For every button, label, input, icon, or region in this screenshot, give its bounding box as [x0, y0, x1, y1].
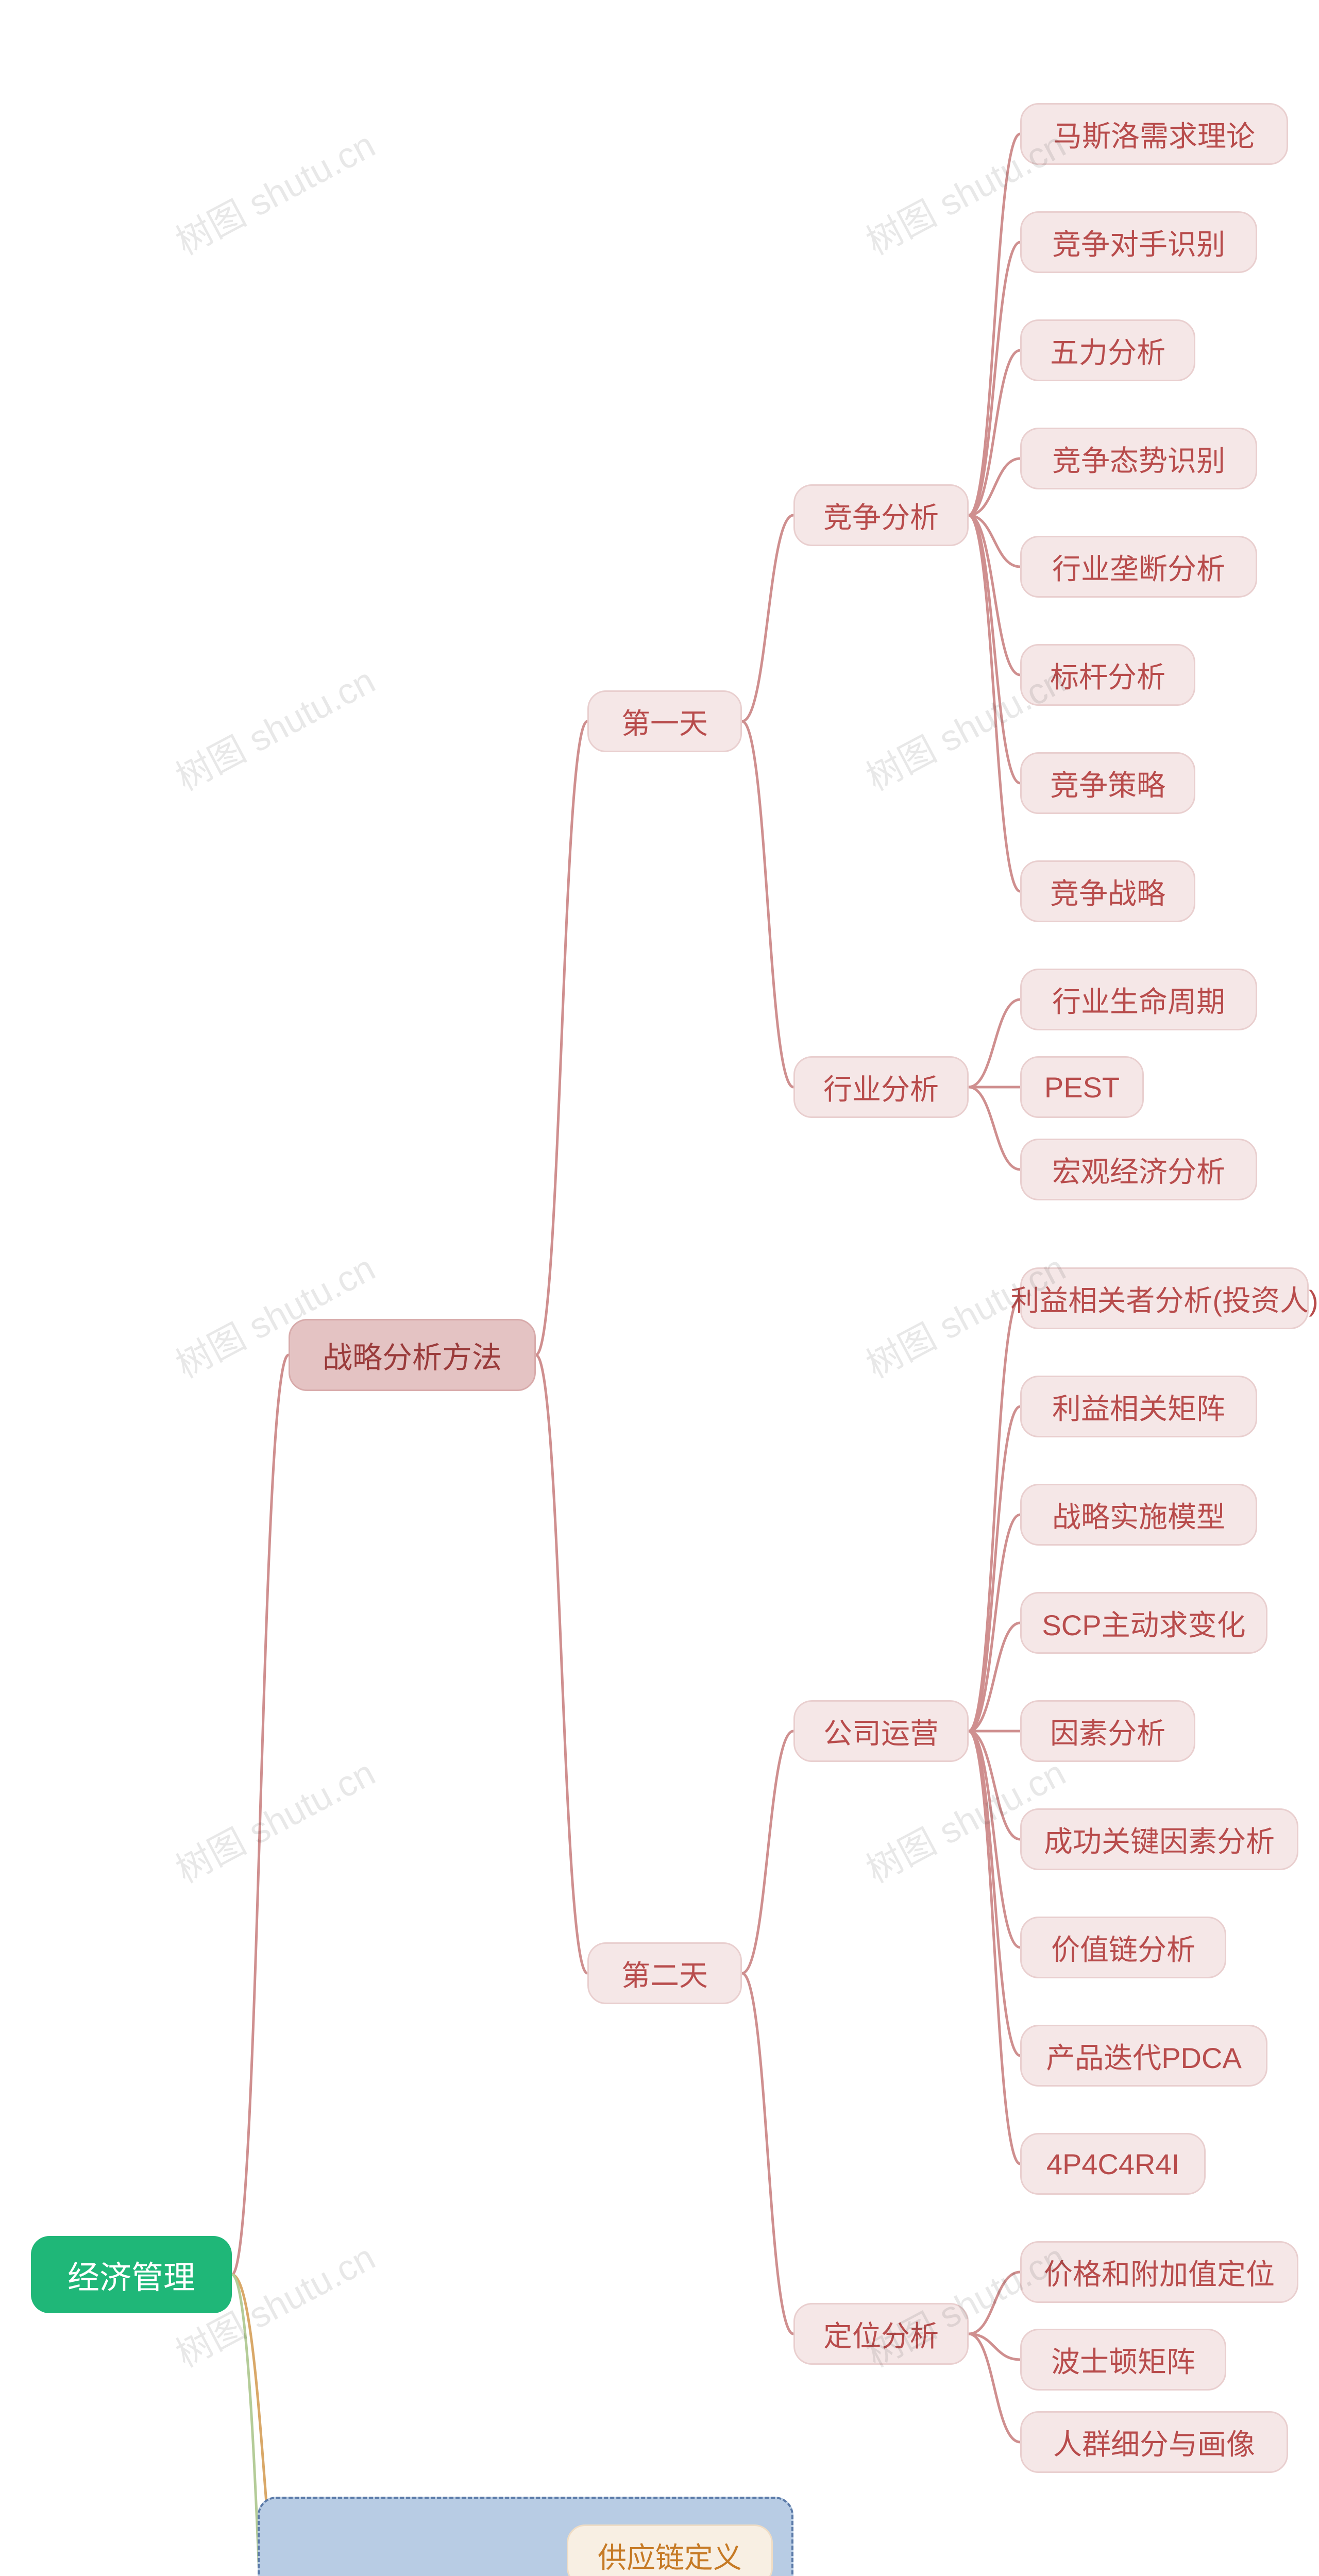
node-c1[interactable]: 马斯洛需求理论	[1020, 103, 1288, 165]
node-label: 宏观经济分析	[1052, 1149, 1225, 1191]
edge-ops-o1	[969, 1298, 1020, 1731]
node-label: 第二天	[621, 1953, 708, 1994]
watermark: 树图 shutu.cn	[165, 1744, 383, 1893]
node-label: 行业分析	[823, 1066, 939, 1108]
edge-day2-ops	[742, 1731, 793, 1973]
node-root[interactable]: 经济管理	[31, 2236, 232, 2313]
node-day1[interactable]: 第一天	[587, 690, 742, 752]
edge-compete-c2	[969, 242, 1020, 515]
edge-compete-c4	[969, 459, 1020, 515]
edge-compete-c6	[969, 515, 1020, 675]
node-label: 五力分析	[1050, 330, 1165, 371]
node-o7[interactable]: 价值链分析	[1020, 1917, 1226, 1978]
node-label: 供应链定义	[598, 2535, 742, 2576]
node-day2[interactable]: 第二天	[587, 1942, 742, 2004]
node-compete[interactable]: 竞争分析	[793, 484, 969, 546]
node-label: 竞争策略	[1050, 762, 1165, 804]
edge-position-p3	[969, 2334, 1020, 2442]
node-label: 产品迭代PDCA	[1046, 2035, 1242, 2077]
node-strategy[interactable]: 战略分析方法	[289, 1319, 536, 1391]
node-p1[interactable]: 价格和附加值定位	[1020, 2241, 1298, 2303]
node-o8[interactable]: 产品迭代PDCA	[1020, 2025, 1267, 2087]
node-label: 波士顿矩阵	[1051, 2339, 1195, 2381]
edge-ops-o2	[969, 1406, 1020, 1731]
node-label: 定位分析	[823, 2313, 939, 2355]
edge-ops-o8	[969, 1731, 1020, 2056]
node-c3[interactable]: 五力分析	[1020, 319, 1195, 381]
node-label: PEST	[1044, 1071, 1120, 1104]
node-s1[interactable]: 供应链定义	[567, 2524, 773, 2576]
edge-day2-position	[742, 1973, 793, 2334]
node-label: 行业垄断分析	[1052, 546, 1225, 588]
node-label: 战略实施模型	[1052, 1494, 1225, 1536]
edge-day1-compete	[742, 515, 793, 721]
node-label: 公司运营	[823, 1710, 939, 1752]
edge-industry-i3	[969, 1087, 1020, 1170]
node-i1[interactable]: 行业生命周期	[1020, 969, 1257, 1030]
node-c7[interactable]: 竞争策略	[1020, 752, 1195, 814]
edge-compete-c1	[969, 134, 1020, 515]
node-c5[interactable]: 行业垄断分析	[1020, 536, 1257, 598]
node-o2[interactable]: 利益相关矩阵	[1020, 1376, 1257, 1437]
node-i3[interactable]: 宏观经济分析	[1020, 1139, 1257, 1200]
edge-ops-o4	[969, 1623, 1020, 1731]
node-label: 行业生命周期	[1052, 979, 1225, 1021]
node-o3[interactable]: 战略实施模型	[1020, 1484, 1257, 1546]
node-label: 马斯洛需求理论	[1053, 113, 1255, 155]
edge-compete-c7	[969, 515, 1020, 783]
node-label: 标杆分析	[1050, 654, 1165, 696]
node-label: 战略分析方法	[323, 1333, 502, 1377]
edge-root-strategy	[232, 1355, 289, 2275]
node-i2[interactable]: PEST	[1020, 1056, 1144, 1118]
edge-ops-o7	[969, 1731, 1020, 1947]
node-label: 利益相关者分析(投资人)	[1010, 1278, 1318, 1319]
node-label: 第一天	[621, 701, 708, 742]
edge-position-p1	[969, 2272, 1020, 2334]
node-industry[interactable]: 行业分析	[793, 1056, 969, 1118]
node-o9[interactable]: 4P4C4R4I	[1020, 2133, 1206, 2195]
node-label: 人群细分与画像	[1053, 2421, 1255, 2463]
node-label: 成功关键因素分析	[1044, 1819, 1275, 1860]
node-c4[interactable]: 竞争态势识别	[1020, 428, 1257, 489]
edge-position-p2	[969, 2334, 1020, 2360]
node-o1[interactable]: 利益相关者分析(投资人)	[1020, 1267, 1309, 1329]
node-label: 价格和附加值定位	[1044, 2251, 1275, 2293]
edge-strategy-day1	[536, 721, 587, 1355]
node-label: 价值链分析	[1051, 1927, 1195, 1969]
edge-compete-c5	[969, 515, 1020, 567]
edge-compete-c8	[969, 515, 1020, 891]
node-c8[interactable]: 竞争战略	[1020, 860, 1195, 922]
node-label: SCP主动求变化	[1042, 1602, 1245, 1644]
watermark: 树图 shutu.cn	[165, 116, 383, 265]
watermark: 树图 shutu.cn	[165, 652, 383, 801]
node-label: 竞争分析	[823, 495, 939, 536]
edge-ops-o9	[969, 1731, 1020, 2164]
node-c6[interactable]: 标杆分析	[1020, 644, 1195, 706]
node-label: 竞争对手识别	[1052, 222, 1225, 263]
edge-day1-industry	[742, 721, 793, 1087]
edge-strategy-day2	[536, 1355, 587, 1973]
node-ops[interactable]: 公司运营	[793, 1700, 969, 1762]
node-label: 4P4C4R4I	[1046, 2147, 1179, 2181]
node-c2[interactable]: 竞争对手识别	[1020, 211, 1257, 273]
node-label: 利益相关矩阵	[1052, 1386, 1225, 1428]
edge-ops-o3	[969, 1515, 1020, 1731]
edge-ops-o6	[969, 1731, 1020, 1839]
node-o5[interactable]: 因素分析	[1020, 1700, 1195, 1762]
node-label: 竞争战略	[1050, 871, 1165, 912]
node-position[interactable]: 定位分析	[793, 2303, 969, 2365]
node-p2[interactable]: 波士顿矩阵	[1020, 2329, 1226, 2391]
node-label: 竞争态势识别	[1052, 438, 1225, 480]
node-o4[interactable]: SCP主动求变化	[1020, 1592, 1267, 1654]
node-label: 因素分析	[1050, 1710, 1165, 1752]
node-o6[interactable]: 成功关键因素分析	[1020, 1808, 1298, 1870]
node-p3[interactable]: 人群细分与画像	[1020, 2411, 1288, 2473]
edge-industry-i1	[969, 999, 1020, 1087]
mindmap-canvas: 经济管理 战略分析方法 第一天第二天 竞争分析行业分析公司运营定位分析 马斯洛需求理论竞…	[0, 0, 1319, 2576]
edge-compete-c3	[969, 350, 1020, 515]
node-label: 经济管理	[67, 2251, 195, 2298]
